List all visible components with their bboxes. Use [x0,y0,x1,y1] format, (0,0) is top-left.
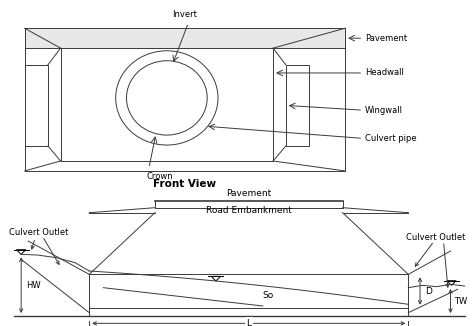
Text: Headwall: Headwall [365,68,404,78]
Text: Culvert Outlet: Culvert Outlet [9,228,69,237]
Bar [25,28,345,48]
Text: L: L [246,319,251,326]
Ellipse shape [116,51,218,145]
Text: Crown: Crown [146,171,173,181]
Text: TW: TW [454,297,467,305]
Text: Wingwall: Wingwall [365,106,403,115]
Text: Pavement: Pavement [226,189,272,198]
Text: Pavement: Pavement [365,34,407,43]
Bar [25,28,345,171]
Bar [25,65,48,146]
Text: Culvert Outlet: Culvert Outlet [406,233,465,242]
Text: So: So [263,290,274,300]
Text: D: D [425,287,432,295]
Bar [61,48,273,161]
Text: Culvert pipe: Culvert pipe [365,134,417,143]
Text: Front View: Front View [153,179,217,189]
Text: Invert: Invert [173,10,197,19]
Text: HW: HW [26,281,40,290]
Bar [286,65,309,146]
Text: Road Embankment: Road Embankment [206,206,292,215]
